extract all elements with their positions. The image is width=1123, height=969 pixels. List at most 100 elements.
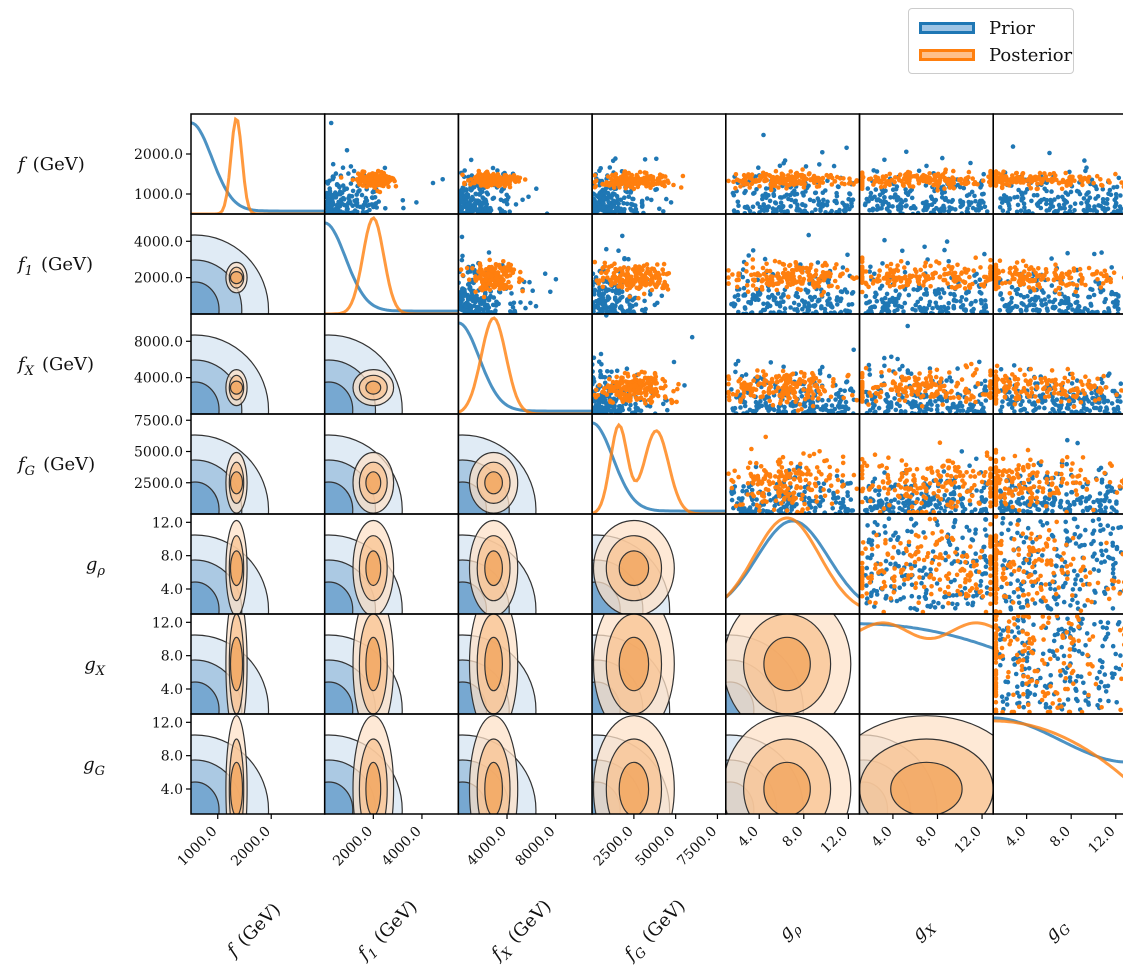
prior-point <box>969 200 974 205</box>
posterior-point <box>599 270 604 276</box>
posterior-point <box>612 280 618 286</box>
posterior-point <box>1067 269 1072 275</box>
posterior-point <box>951 278 956 283</box>
posterior-point <box>520 288 525 294</box>
posterior-point <box>897 285 903 290</box>
prior-point <box>882 195 887 200</box>
prior-point <box>997 308 1003 313</box>
prior-point <box>910 306 915 312</box>
prior-point <box>807 281 812 286</box>
posterior-point <box>627 294 632 300</box>
prior-point <box>1105 197 1110 202</box>
posterior-point <box>464 265 470 271</box>
prior-point <box>828 304 834 309</box>
prior-point <box>1114 184 1120 190</box>
prior-point <box>870 401 876 407</box>
prior-point <box>430 180 436 186</box>
posterior-point <box>623 185 628 191</box>
prior-point <box>776 407 781 413</box>
prior-point <box>909 405 915 410</box>
prior-point <box>598 166 603 171</box>
posterior-point <box>1074 283 1080 288</box>
posterior-point <box>907 279 912 285</box>
prior-point <box>902 269 908 275</box>
prior-point <box>780 204 785 210</box>
prior-point <box>659 293 665 299</box>
posterior-point <box>1024 178 1029 183</box>
prior-point <box>732 210 737 214</box>
prior-point <box>872 304 878 310</box>
posterior-point <box>592 173 598 178</box>
panel-content <box>592 233 672 314</box>
prior-point <box>616 291 622 296</box>
prior-point <box>868 308 874 314</box>
posterior-point <box>636 276 642 282</box>
posterior-point <box>735 284 740 290</box>
posterior-point <box>651 177 656 183</box>
prior-point <box>979 300 984 306</box>
prior-point <box>592 287 598 293</box>
prior-point <box>606 296 612 301</box>
prior-point <box>1013 303 1018 309</box>
prior-point <box>1022 205 1027 210</box>
posterior-point <box>795 279 800 285</box>
prior-point <box>905 323 910 329</box>
posterior-point <box>1008 176 1014 182</box>
posterior-point <box>786 182 792 188</box>
prior-point <box>594 201 600 206</box>
posterior-point <box>921 283 926 288</box>
posterior-point <box>784 399 790 405</box>
panel-fX-f <box>190 313 326 415</box>
posterior-point <box>903 385 909 390</box>
posterior-point <box>615 276 620 281</box>
posterior-point <box>675 386 680 392</box>
posterior-point <box>928 284 933 289</box>
posterior-point <box>641 282 646 287</box>
prior-point <box>829 403 835 408</box>
posterior-point <box>885 271 890 277</box>
posterior-point <box>745 173 751 179</box>
posterior-point <box>651 266 657 272</box>
prior-point <box>768 310 774 314</box>
posterior-point <box>614 391 620 396</box>
posterior-point <box>923 260 928 266</box>
posterior-point <box>844 267 850 273</box>
posterior-point <box>832 179 838 184</box>
prior-point <box>868 264 873 270</box>
prior-point <box>331 193 337 198</box>
prior-point <box>811 198 816 204</box>
posterior-point <box>1000 181 1006 187</box>
prior-point <box>979 401 984 407</box>
prior-point <box>966 289 971 294</box>
prior-point <box>750 248 756 253</box>
prior-point <box>819 304 824 309</box>
posterior-point <box>636 386 641 392</box>
prior-point <box>777 304 783 309</box>
prior-point <box>826 397 831 403</box>
prior-density-line <box>191 121 325 213</box>
prior-point <box>664 196 669 202</box>
posterior-point <box>962 280 967 285</box>
posterior-point <box>621 265 627 270</box>
prior-point <box>849 291 855 296</box>
posterior-point <box>788 282 793 288</box>
prior-point <box>486 296 492 301</box>
prior-point <box>1052 297 1058 303</box>
posterior-point <box>810 395 815 401</box>
prior-point <box>812 304 817 309</box>
posterior-point <box>1034 274 1040 279</box>
prior-point <box>458 195 463 200</box>
posterior-point <box>625 282 631 288</box>
prior-point <box>347 199 353 204</box>
posterior-point <box>769 376 775 382</box>
posterior-point <box>935 184 940 189</box>
prior-point <box>895 194 900 200</box>
posterior-point <box>1000 268 1006 274</box>
prior-point <box>493 308 498 313</box>
posterior-point <box>1056 180 1062 186</box>
prior-point <box>833 397 838 402</box>
prior-point <box>633 302 639 307</box>
prior-point <box>817 298 822 303</box>
prior-point <box>689 334 695 340</box>
prior-point <box>960 408 966 413</box>
